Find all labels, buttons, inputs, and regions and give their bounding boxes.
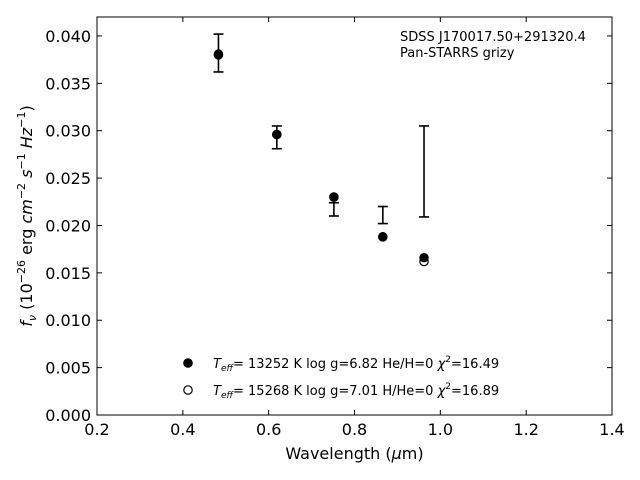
- x-tick-label: 0.8: [342, 420, 367, 439]
- legend-marker: [183, 385, 193, 395]
- x-tick-label: 1.4: [599, 420, 624, 439]
- series-open-markers: [213, 50, 429, 267]
- y-tick-label: 0.005: [45, 359, 91, 378]
- annotation: SDSS J170017.50+291320.4 Pan-STARRS griz…: [400, 30, 586, 61]
- x-axis-label: Wavelength (μm): [285, 444, 423, 463]
- legend-label: Teff= 13252 K log g=6.82 He/H=0 χ2=16.49: [213, 355, 499, 374]
- x-axis-ticks: 0.2 0.4 0.6 0.8 1.0 1.2 1.4: [84, 17, 625, 439]
- x-tick-label: 1.0: [428, 420, 453, 439]
- filled-circle-point: [213, 49, 224, 59]
- y-axis-ticks: 0.000 0.005 0.010 0.015 0.020 0.025 0.030 0.035…: [45, 27, 612, 425]
- filled-circle-point: [419, 252, 429, 263]
- y-tick-label: 0.015: [45, 264, 91, 283]
- observed-error-bars: [213, 33, 430, 225]
- y-tick-label: 0.025: [45, 169, 91, 188]
- y-tick-label: 0.010: [45, 311, 91, 330]
- series-filled-markers: [213, 49, 429, 263]
- plot-frame: [96, 16, 613, 416]
- y-tick-label: 0.030: [45, 122, 91, 141]
- x-tick-label: 0.2: [84, 420, 109, 439]
- y-tick-label: 0.035: [45, 74, 91, 93]
- y-tick-label: 0.040: [45, 27, 91, 46]
- filled-circle-point: [329, 192, 339, 202]
- filled-circle-point: [378, 232, 388, 242]
- filled-circle-point: [272, 129, 282, 140]
- y-tick-label: 0.020: [45, 216, 91, 235]
- legend-label: Teff= 15268 K log g=7.01 H/He=0 χ2=16.89: [213, 382, 499, 401]
- x-tick-label: 0.6: [256, 420, 281, 439]
- annotation-object-name: SDSS J170017.50+291320.4: [400, 30, 586, 45]
- annotation-survey: Pan-STARRS grizy: [400, 46, 515, 61]
- y-tick-label: 0.000: [45, 406, 91, 425]
- legend: Teff= 13252 K log g=6.82 He/H=0 χ2=16.49…: [183, 355, 499, 401]
- x-tick-label: 0.4: [170, 420, 195, 439]
- legend-marker: [183, 358, 193, 368]
- x-tick-label: 1.2: [513, 420, 538, 439]
- y-axis-label: fν (10−26 erg cm−2 s−1 Hz−1): [15, 105, 39, 326]
